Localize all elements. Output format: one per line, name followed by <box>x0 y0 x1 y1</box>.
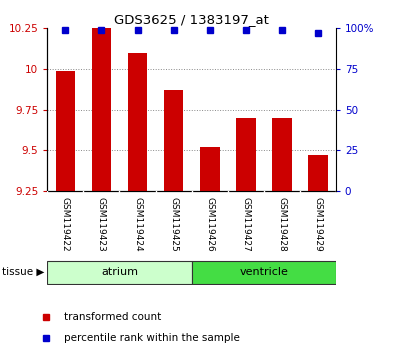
Bar <box>272 118 292 191</box>
Text: atrium: atrium <box>101 267 138 277</box>
Text: GSM119422: GSM119422 <box>61 197 70 251</box>
Bar <box>56 71 75 191</box>
Bar <box>308 155 327 191</box>
Text: GSM119425: GSM119425 <box>169 197 178 251</box>
Text: transformed count: transformed count <box>64 312 161 322</box>
Text: tissue ▶: tissue ▶ <box>2 267 44 277</box>
Text: GSM119428: GSM119428 <box>277 197 286 251</box>
Bar <box>192 261 336 284</box>
Text: GSM119423: GSM119423 <box>97 197 106 251</box>
Bar <box>236 118 256 191</box>
Text: percentile rank within the sample: percentile rank within the sample <box>64 332 239 343</box>
Text: ventricle: ventricle <box>239 267 288 277</box>
Bar <box>47 261 192 284</box>
Title: GDS3625 / 1383197_at: GDS3625 / 1383197_at <box>114 13 269 26</box>
Text: GSM119426: GSM119426 <box>205 197 214 251</box>
Bar <box>128 53 147 191</box>
Bar <box>164 90 183 191</box>
Bar <box>200 147 220 191</box>
Bar <box>92 28 111 191</box>
Text: GSM119424: GSM119424 <box>133 197 142 251</box>
Text: GSM119427: GSM119427 <box>241 197 250 251</box>
Text: GSM119429: GSM119429 <box>313 197 322 251</box>
